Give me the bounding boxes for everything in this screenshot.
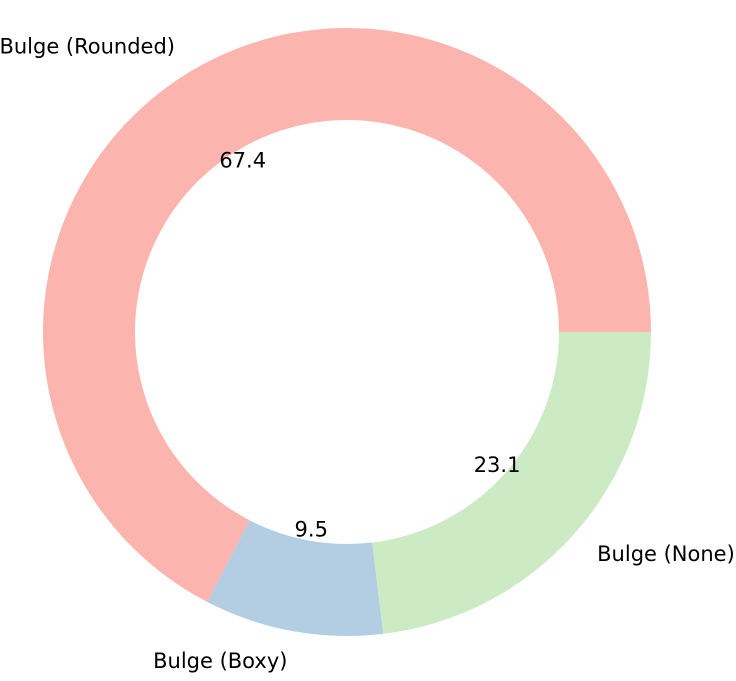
category-label: Bulge (Boxy) — [153, 649, 287, 673]
percent-label: 23.1 — [474, 453, 521, 477]
category-label: Bulge (Rounded) — [0, 34, 175, 58]
slice-bulge-rounded — [42, 27, 652, 602]
percent-label: 9.5 — [295, 517, 328, 541]
category-label: Bulge (None) — [597, 542, 735, 566]
slice-bulge-none — [372, 332, 651, 634]
slice-bulge-boxy — [207, 520, 384, 636]
percent-label: 67.4 — [219, 149, 266, 173]
slices-group — [42, 27, 652, 636]
labels-group: 67.4 Bulge (Rounded) 9.5 Bulge (Boxy) 23.1 Bu… — [0, 34, 735, 673]
